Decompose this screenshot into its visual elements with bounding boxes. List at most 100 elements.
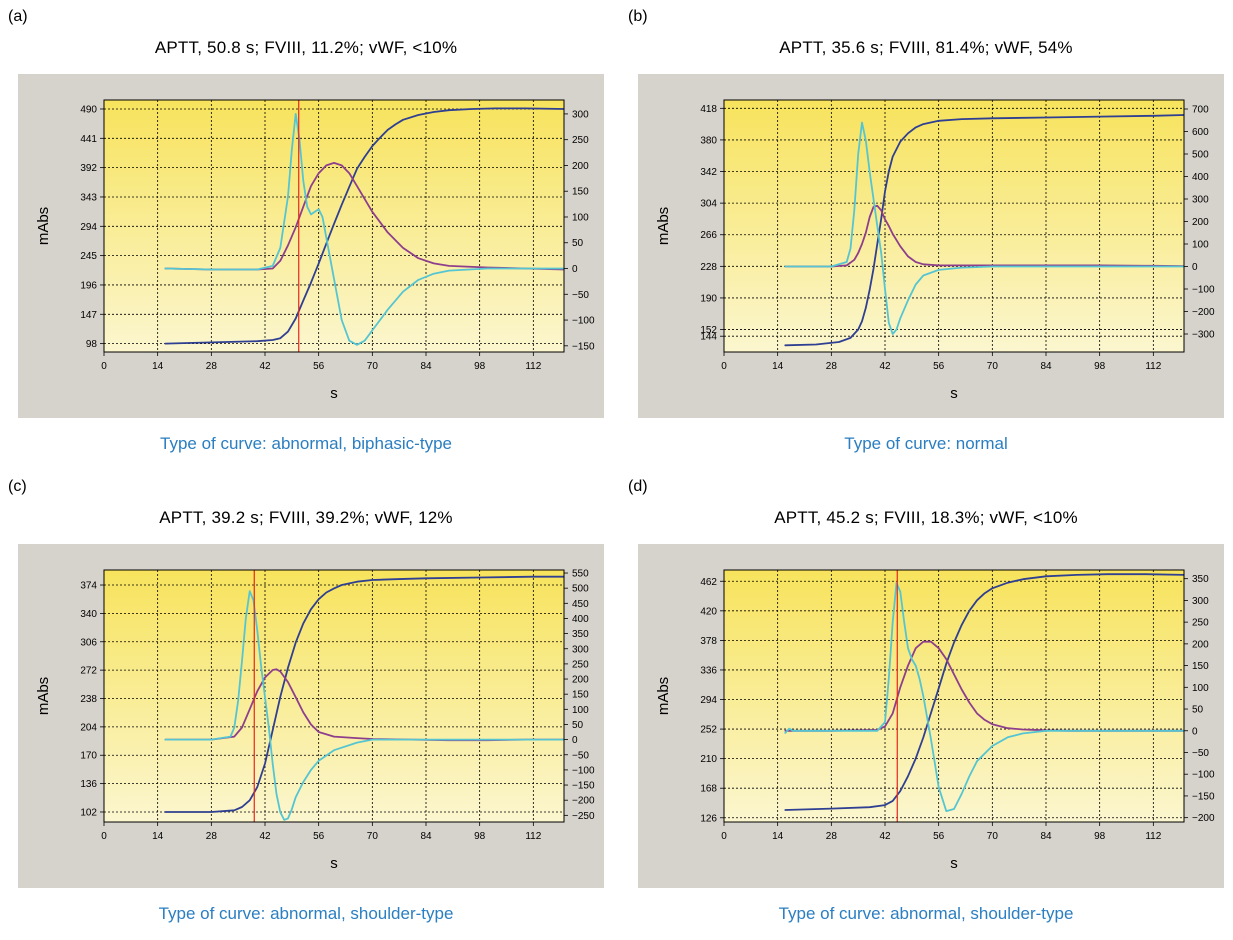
y-right-tick-label: 50 <box>1192 705 1204 716</box>
y-right-tick-label: −100 <box>1192 285 1215 296</box>
y-right-tick-label: 250 <box>572 659 589 670</box>
y-left-tick-label: 420 <box>700 606 717 617</box>
x-tick-label: 84 <box>420 361 432 372</box>
y-left-tick-label: 152 <box>700 325 717 336</box>
y-right-tick-label: 550 <box>572 569 589 580</box>
y-left-tick-label: 170 <box>80 751 97 762</box>
panel-label: (b) <box>628 8 648 25</box>
y-right-tick-label: 100 <box>1192 240 1209 251</box>
y-left-tick-label: 378 <box>700 636 717 647</box>
x-tick-label: 70 <box>987 361 999 372</box>
y-axis-label: mAbs <box>35 207 52 245</box>
x-tick-label: 0 <box>101 361 107 372</box>
y-right-tick-label: 250 <box>572 135 589 146</box>
y-left-tick-label: 210 <box>700 754 717 765</box>
x-tick-label: 14 <box>772 831 784 842</box>
y-left-tick-label: 266 <box>700 230 717 241</box>
y-left-tick-label: 294 <box>80 222 97 233</box>
x-tick-label: 14 <box>152 361 164 372</box>
y-left-tick-label: 342 <box>700 167 717 178</box>
chart-frame: 0 14 28 42 56 70 84 98 112 126 168 210 252 294 336 378 4… <box>638 544 1224 888</box>
y-left-tick-label: 306 <box>80 637 97 648</box>
series-group <box>164 575 564 821</box>
series-group <box>784 114 1184 347</box>
y-right-tick-label: 600 <box>1192 127 1209 138</box>
x-tick-label: 98 <box>1094 831 1106 842</box>
y-right-tick-label: −250 <box>572 811 595 822</box>
x-tick-label: 98 <box>474 831 486 842</box>
plot-area <box>724 570 1184 822</box>
y-left-tick-label: 340 <box>80 609 97 620</box>
y-right-tick-label: −200 <box>1192 307 1215 318</box>
panel-a: (a) APTT, 50.8 s; FVIII, 11.2%; vWF, <10… <box>0 0 612 470</box>
panel-d: (d) APTT, 45.2 s; FVIII, 18.3%; vWF, <10… <box>620 470 1232 940</box>
x-tick-label: 56 <box>933 831 945 842</box>
y-right-tick-label: 150 <box>1192 661 1209 672</box>
y-right-tick-label: 150 <box>572 187 589 198</box>
y-right-tick-label: 500 <box>572 584 589 595</box>
x-tick-label: 28 <box>206 361 218 372</box>
absorbance-curve <box>164 575 564 813</box>
y-left-tick-label: 490 <box>80 104 97 115</box>
x-tick-label: 84 <box>1040 831 1052 842</box>
x-tick-label: 0 <box>101 831 107 842</box>
y-left-tick-label: 336 <box>700 665 717 676</box>
x-tick-label: 42 <box>259 831 271 842</box>
chart-title: APTT, 50.8 s; FVIII, 11.2%; vWF, <10% <box>154 38 458 57</box>
y-right-tick-label: −150 <box>1192 791 1215 802</box>
x-axis-label: s <box>950 385 958 402</box>
y-right-tick-label: 0 <box>572 735 578 746</box>
x-tick-label: 56 <box>933 361 945 372</box>
curve-type-caption: Type of curve: abnormal, shoulder-type <box>778 904 1074 923</box>
x-tick-label: 84 <box>420 831 432 842</box>
y-left-tick-label: 147 <box>80 310 97 321</box>
y-right-tick-label: −200 <box>1192 813 1215 824</box>
y-right-tick-label: 300 <box>1192 596 1209 607</box>
chart-title: APTT, 35.6 s; FVIII, 81.4%; vWF, 54% <box>779 38 1073 57</box>
y-axis-label: mAbs <box>655 207 672 245</box>
y-right-tick-label: 300 <box>1192 195 1209 206</box>
y-left-tick-label: 441 <box>80 134 97 145</box>
series-group <box>164 107 564 346</box>
x-tick-label: 70 <box>367 361 379 372</box>
absorbance-curve <box>164 107 564 345</box>
x-tick-label: 112 <box>1145 831 1161 842</box>
second-derivative-curve <box>164 590 564 821</box>
x-tick-label: 42 <box>879 361 891 372</box>
chart-c: 0 14 28 42 56 70 84 98 112 102 136 170 204 238 272 306 3… <box>35 569 595 872</box>
x-axis-label: s <box>330 855 338 872</box>
y-right-tick-label: 500 <box>1192 150 1209 161</box>
y-left-tick-label: 304 <box>700 199 717 210</box>
y-left-tick-label: 418 <box>700 104 717 115</box>
plot-area <box>104 570 564 822</box>
x-tick-label: 98 <box>474 361 486 372</box>
x-tick-label: 28 <box>206 831 218 842</box>
chart-frame: 0 14 28 42 56 70 84 98 112 102 136 170 204 238 272 306 3… <box>18 544 604 888</box>
chart-title: APTT, 45.2 s; FVIII, 18.3%; vWF, <10% <box>774 508 1078 527</box>
y-axis-label: mAbs <box>35 677 52 715</box>
plot-border <box>103 99 565 353</box>
x-tick-label: 28 <box>826 831 838 842</box>
y-right-tick-label: 250 <box>1192 618 1209 629</box>
chart-frame: 0 14 28 42 56 70 84 98 112 98 147 196 245 294 343 392 44… <box>18 74 604 418</box>
x-tick-label: 112 <box>525 831 541 842</box>
x-tick-label: 14 <box>152 831 164 842</box>
y-right-tick-label: 700 <box>1192 105 1209 116</box>
x-axis-label: s <box>330 385 338 402</box>
x-tick-label: 70 <box>987 831 999 842</box>
y-left-tick-label: 272 <box>80 666 97 677</box>
x-tick-label: 14 <box>772 361 784 372</box>
y-right-tick-label: 100 <box>1192 683 1209 694</box>
curve-type-caption: Type of curve: abnormal, biphasic-type <box>160 434 452 453</box>
y-right-tick-label: −100 <box>572 765 595 776</box>
y-left-tick-label: 380 <box>700 135 717 146</box>
y-right-tick-label: −50 <box>1192 748 1209 759</box>
y-right-tick-label: 200 <box>572 161 589 172</box>
y-right-tick-label: 0 <box>1192 726 1198 737</box>
curve-type-caption: Type of curve: abnormal, shoulder-type <box>158 904 454 923</box>
y-right-tick-label: −50 <box>572 750 589 761</box>
y-right-tick-label: 350 <box>1192 574 1209 585</box>
panel-b: (b) APTT, 35.6 s; FVIII, 81.4%; vWF, 54%… <box>620 0 1232 470</box>
y-right-tick-label: 300 <box>572 109 589 120</box>
